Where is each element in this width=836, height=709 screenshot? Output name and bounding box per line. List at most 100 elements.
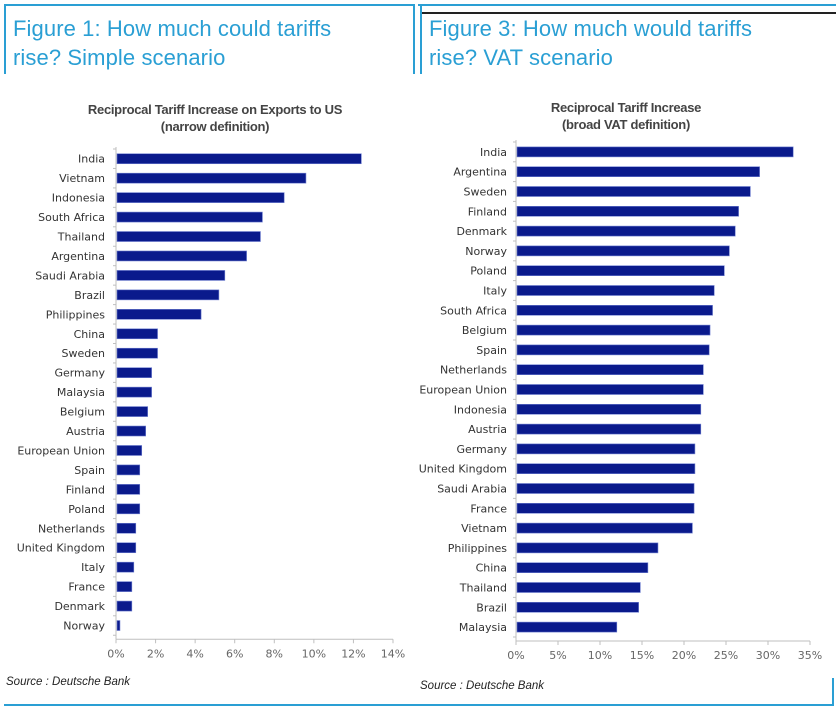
- category-label: Italy: [483, 285, 507, 298]
- bar-denmark: [516, 225, 736, 237]
- x-tick-label: 0%: [507, 649, 524, 662]
- category-label: Philippines: [448, 542, 508, 555]
- category-label: Vietnam: [59, 172, 105, 185]
- figure-3-title-line1: Figure 3: How much would tariffs: [429, 16, 753, 41]
- figure-3-source: Source : Deutsche Bank: [420, 680, 545, 692]
- chart-1-svg: India Vietnam Indonesia South Africa Thailan…: [17, 147, 405, 660]
- bar-saudi-arabia: [116, 270, 226, 281]
- category-label: Brazil: [74, 289, 105, 302]
- x-tick-label: 6%: [226, 647, 243, 660]
- bar-malaysia: [516, 621, 618, 633]
- category-label: Sweden: [62, 347, 105, 360]
- category-label: Malaysia: [57, 386, 105, 399]
- chart-3-title: Reciprocal Tariff Increase (broad VAT de…: [496, 99, 756, 133]
- category-label: United Kingdom: [17, 542, 105, 555]
- category-label: Germany: [456, 443, 507, 456]
- category-label: Italy: [81, 561, 105, 574]
- category-label: Finland: [66, 483, 105, 496]
- figure-1-top-border: [4, 4, 414, 6]
- category-label: China: [476, 562, 507, 575]
- x-tick-label: 10%: [302, 647, 326, 660]
- bar-denmark: [116, 600, 133, 612]
- bar-south-africa: [516, 305, 713, 316]
- x-tick-label: 14%: [381, 647, 405, 660]
- bar-united-kingdom: [116, 542, 137, 554]
- bar-china: [116, 328, 158, 340]
- category-label: Denmark: [54, 600, 105, 613]
- category-label: Belgium: [462, 324, 507, 337]
- bar-germany: [116, 367, 152, 378]
- category-label: France: [470, 502, 507, 515]
- category-label: United Kingdom: [419, 463, 507, 476]
- figure-3-bottom-border: [416, 704, 834, 706]
- bar-european-union: [116, 445, 143, 456]
- chart-1-title-line2: (narrow definition): [160, 119, 270, 134]
- category-label: Vietnam: [461, 522, 507, 535]
- figure-3-panel: Figure 3: How much would tariffs rise? V…: [416, 0, 836, 709]
- bar-spain: [516, 344, 710, 356]
- x-tick-label: 25%: [714, 649, 738, 662]
- bar-argentina: [116, 250, 247, 262]
- bar-thailand: [516, 582, 641, 593]
- figure-3-left-border: [420, 4, 422, 74]
- bar-poland: [516, 265, 725, 276]
- category-label: Argentina: [453, 166, 507, 179]
- bar-philippines: [516, 542, 659, 554]
- bar-poland: [116, 503, 141, 515]
- figure-3-title: Figure 3: How much would tariffs rise? V…: [429, 14, 752, 72]
- bar-austria: [516, 423, 702, 435]
- bar-italy: [116, 561, 135, 573]
- category-label: India: [78, 153, 105, 166]
- bar-norway: [516, 245, 730, 257]
- category-label: Thailand: [57, 231, 105, 244]
- bar-brazil: [516, 601, 639, 613]
- category-label: South Africa: [440, 304, 507, 317]
- bar-india: [116, 153, 362, 165]
- category-label: Brazil: [476, 601, 507, 614]
- bar-belgium: [516, 324, 711, 336]
- bar-philippines: [116, 309, 202, 320]
- category-label: Sweden: [464, 186, 507, 199]
- bar-finland: [116, 484, 141, 495]
- category-label: Indonesia: [454, 403, 507, 416]
- bar-brazil: [116, 289, 220, 301]
- category-label: European Union: [17, 444, 105, 457]
- x-tick-label: 5%: [549, 649, 566, 662]
- category-label: Thailand: [459, 582, 507, 595]
- x-tick-label: 35%: [798, 649, 822, 662]
- figure-1-title-line2: rise? Simple scenario: [13, 45, 226, 70]
- chart-3-title-line1: Reciprocal Tariff Increase: [550, 100, 702, 115]
- bar-south-africa: [116, 211, 263, 223]
- figure-3-title-line2: rise? VAT scenario: [429, 45, 613, 70]
- category-label: Belgium: [60, 406, 105, 419]
- bar-sweden: [116, 347, 158, 359]
- category-label: Norway: [465, 245, 507, 258]
- category-label: European Union: [419, 384, 507, 397]
- bar-european-union: [516, 384, 704, 395]
- bar-thailand: [116, 231, 261, 242]
- figure-1-source: Source : Deutsche Bank: [6, 676, 131, 688]
- category-label: Austria: [468, 423, 507, 436]
- figure-1-title-line1: Figure 1: How much could tariffs: [13, 16, 332, 41]
- category-label: Spain: [74, 464, 105, 477]
- x-tick-label: 8%: [266, 647, 283, 660]
- bar-spain: [116, 464, 141, 476]
- bar-norway: [116, 620, 121, 631]
- category-label: Poland: [470, 265, 507, 278]
- figure-1-left-border: [4, 4, 6, 74]
- category-label: India: [480, 146, 507, 159]
- bar-united-kingdom: [516, 463, 696, 475]
- category-label: Malaysia: [459, 621, 507, 634]
- category-label: Austria: [66, 425, 105, 438]
- figure-3-top-border: [418, 4, 836, 6]
- bar-finland: [516, 206, 739, 217]
- bar-france: [516, 502, 695, 514]
- category-label: Indonesia: [52, 192, 105, 205]
- chart-3-title-line2: (broad VAT definition): [562, 117, 690, 132]
- category-label: China: [74, 328, 105, 341]
- bar-saudi-arabia: [516, 483, 695, 494]
- category-label: Netherlands: [440, 364, 507, 377]
- bar-belgium: [116, 406, 148, 417]
- x-tick-label: 15%: [630, 649, 654, 662]
- figure-1-title: Figure 1: How much could tariffs rise? S…: [13, 14, 331, 72]
